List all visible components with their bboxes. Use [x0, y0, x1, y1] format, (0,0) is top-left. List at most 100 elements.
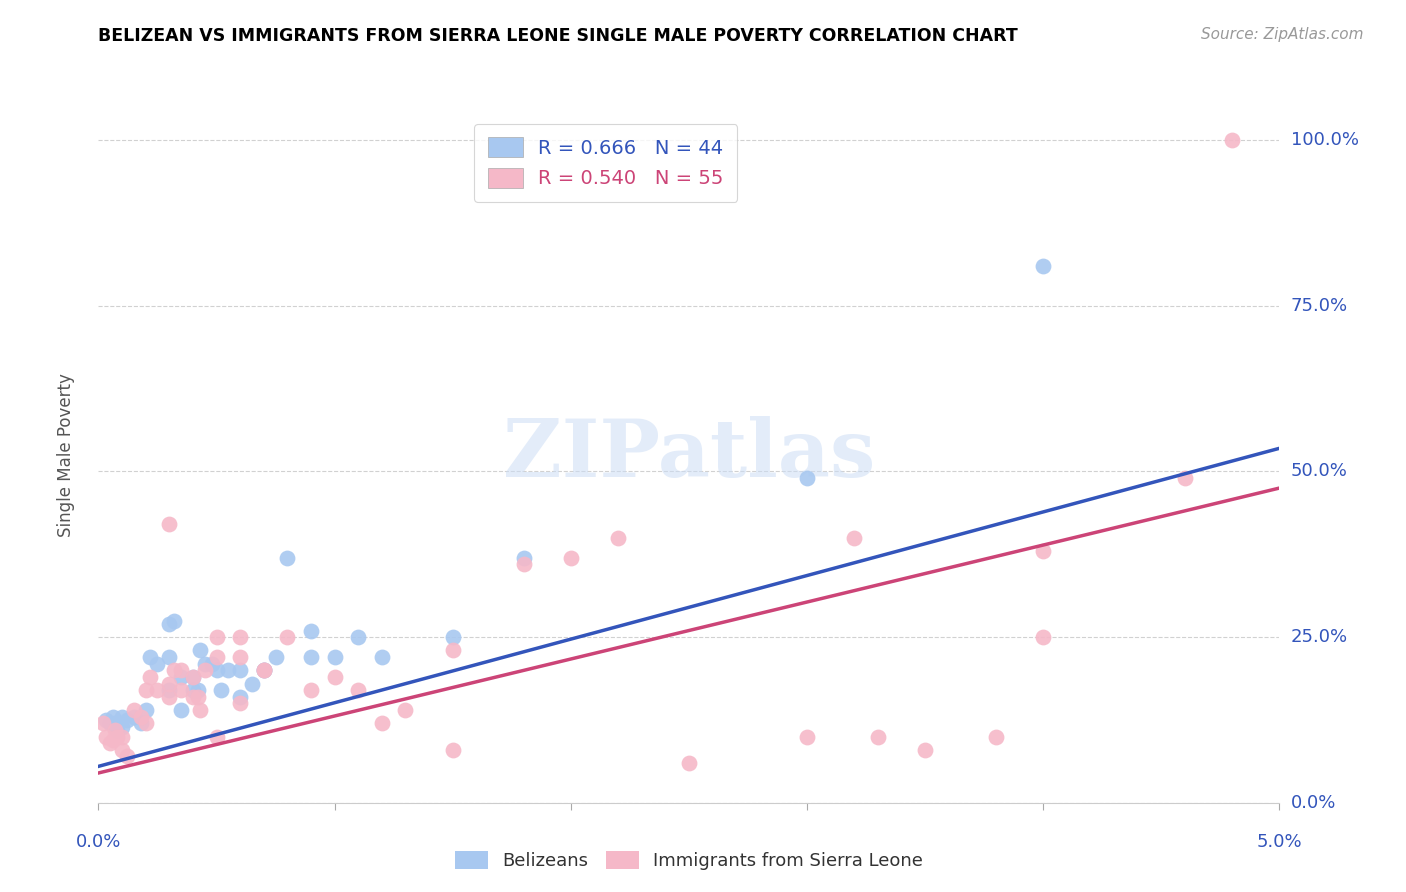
- Point: [157, 683, 180, 698]
- Point: [111, 743, 134, 757]
- Point: [560, 550, 582, 565]
- Point: [170, 683, 193, 698]
- Point: [441, 643, 464, 657]
- Point: [188, 703, 211, 717]
- Point: [299, 683, 322, 698]
- Text: BELIZEAN VS IMMIGRANTS FROM SIERRA LEONE SINGLE MALE POVERTY CORRELATION CHART: BELIZEAN VS IMMIGRANTS FROM SIERRA LEONE…: [98, 27, 1018, 45]
- Point: [323, 650, 346, 665]
- Point: [1220, 133, 1243, 147]
- Point: [796, 471, 818, 485]
- Point: [607, 531, 630, 545]
- Point: [678, 756, 700, 770]
- Point: [157, 517, 180, 532]
- Point: [253, 663, 276, 677]
- Text: 0.0%: 0.0%: [1291, 794, 1336, 812]
- Point: [146, 683, 169, 698]
- Point: [146, 657, 169, 671]
- Point: [115, 749, 138, 764]
- Point: [135, 703, 157, 717]
- Point: [122, 709, 145, 723]
- Point: [188, 643, 211, 657]
- Point: [187, 683, 209, 698]
- Point: [98, 736, 121, 750]
- Point: [205, 663, 228, 677]
- Point: [209, 683, 232, 698]
- Point: [299, 624, 322, 638]
- Point: [1032, 630, 1054, 644]
- Point: [91, 716, 114, 731]
- Point: [1174, 471, 1197, 485]
- Point: [122, 703, 145, 717]
- Point: [394, 703, 416, 717]
- Point: [1032, 544, 1054, 558]
- Text: 75.0%: 75.0%: [1291, 297, 1348, 315]
- Text: 100.0%: 100.0%: [1291, 131, 1358, 149]
- Point: [299, 650, 322, 665]
- Point: [1032, 259, 1054, 273]
- Point: [205, 730, 228, 744]
- Point: [323, 670, 346, 684]
- Point: [129, 709, 152, 723]
- Point: [135, 683, 157, 698]
- Point: [163, 614, 186, 628]
- Point: [105, 730, 128, 744]
- Point: [181, 683, 204, 698]
- Point: [512, 550, 534, 565]
- Point: [98, 716, 121, 731]
- Point: [105, 723, 128, 737]
- Point: [111, 730, 134, 744]
- Point: [229, 630, 252, 644]
- Point: [181, 690, 204, 704]
- Point: [157, 650, 180, 665]
- Point: [347, 683, 370, 698]
- Text: 0.0%: 0.0%: [76, 833, 121, 851]
- Point: [170, 670, 193, 684]
- Point: [104, 723, 127, 737]
- Point: [139, 650, 162, 665]
- Point: [229, 650, 252, 665]
- Point: [276, 630, 298, 644]
- Point: [170, 663, 193, 677]
- Point: [866, 730, 889, 744]
- Point: [229, 663, 252, 677]
- Point: [194, 663, 217, 677]
- Point: [205, 630, 228, 644]
- Point: [94, 713, 117, 727]
- Point: [129, 716, 152, 731]
- Point: [240, 676, 263, 690]
- Text: ZIPatlas: ZIPatlas: [503, 416, 875, 494]
- Y-axis label: Single Male Poverty: Single Male Poverty: [56, 373, 75, 537]
- Point: [170, 703, 193, 717]
- Point: [94, 730, 117, 744]
- Point: [253, 663, 276, 677]
- Point: [157, 616, 180, 631]
- Legend: Belizeans, Immigrants from Sierra Leone: Belizeans, Immigrants from Sierra Leone: [447, 844, 931, 877]
- Point: [201, 657, 224, 671]
- Point: [135, 716, 157, 731]
- Point: [101, 732, 124, 747]
- Text: 50.0%: 50.0%: [1291, 462, 1347, 481]
- Point: [229, 690, 252, 704]
- Point: [796, 730, 818, 744]
- Point: [253, 663, 276, 677]
- Point: [104, 716, 127, 731]
- Point: [441, 743, 464, 757]
- Point: [157, 690, 180, 704]
- Point: [181, 670, 204, 684]
- Point: [844, 531, 866, 545]
- Point: [371, 650, 394, 665]
- Point: [157, 676, 180, 690]
- Point: [139, 670, 162, 684]
- Point: [229, 697, 252, 711]
- Text: 5.0%: 5.0%: [1257, 833, 1302, 851]
- Point: [914, 743, 936, 757]
- Point: [205, 650, 228, 665]
- Point: [115, 713, 138, 727]
- Point: [187, 690, 209, 704]
- Point: [347, 630, 370, 644]
- Point: [194, 657, 217, 671]
- Point: [101, 709, 124, 723]
- Point: [984, 730, 1007, 744]
- Point: [181, 670, 204, 684]
- Point: [276, 550, 298, 565]
